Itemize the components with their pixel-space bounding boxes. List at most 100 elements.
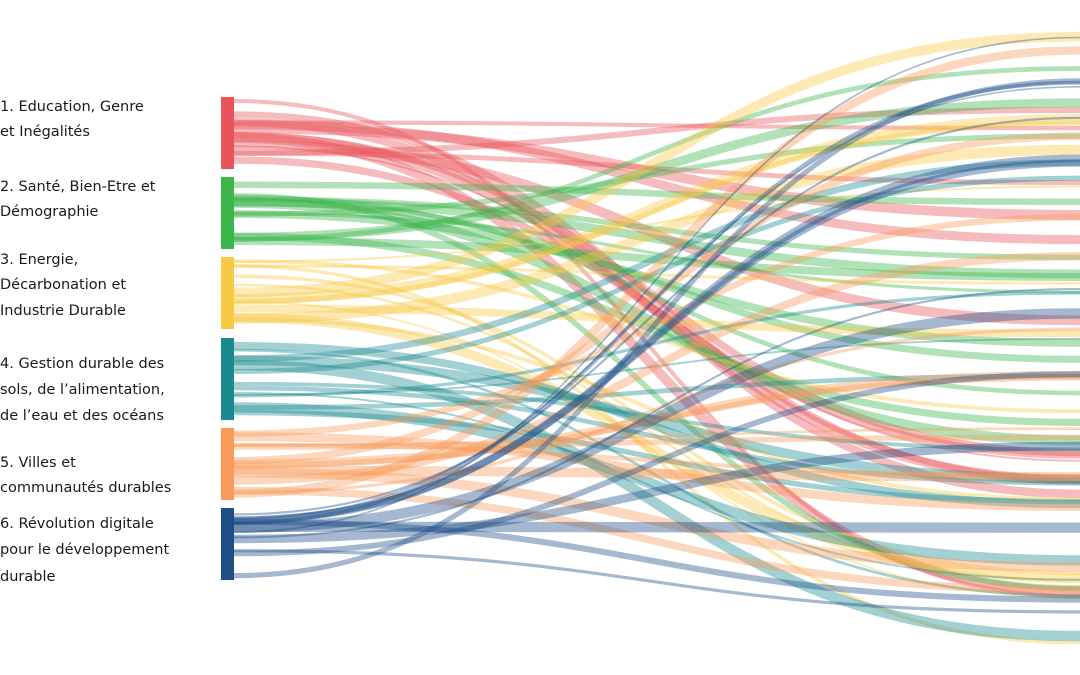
flow bbox=[233, 409, 1080, 505]
flow bbox=[233, 145, 1080, 462]
flow bbox=[233, 374, 1080, 469]
flow bbox=[233, 465, 1080, 482]
flow bbox=[233, 300, 1080, 599]
flow bbox=[233, 327, 1080, 495]
node-bar bbox=[221, 508, 234, 580]
flow bbox=[233, 144, 1080, 324]
flow bbox=[233, 237, 1080, 281]
flow bbox=[233, 348, 1080, 597]
flow bbox=[233, 46, 1080, 498]
flows bbox=[233, 31, 1080, 645]
flow bbox=[233, 308, 1080, 533]
flow bbox=[233, 133, 1080, 597]
flow bbox=[233, 518, 1080, 603]
flow bbox=[233, 304, 1080, 338]
node-label: Décarbonation et bbox=[0, 277, 126, 293]
flow bbox=[233, 287, 1080, 539]
node-label: sols, de l’alimentation, bbox=[0, 382, 165, 398]
node-bar bbox=[221, 428, 234, 500]
flow bbox=[233, 373, 1080, 410]
node-label: 4. Gestion durable des bbox=[0, 356, 164, 372]
node-bar bbox=[221, 338, 234, 420]
flow bbox=[233, 385, 1080, 486]
flow bbox=[233, 159, 1080, 362]
flow bbox=[233, 175, 1080, 375]
flow bbox=[233, 114, 1080, 304]
flow bbox=[233, 150, 1080, 186]
node-label: 1. Education, Genre bbox=[0, 99, 144, 115]
flow bbox=[233, 133, 1080, 217]
flow bbox=[233, 193, 1080, 591]
flow bbox=[233, 214, 1080, 437]
flow bbox=[233, 197, 1080, 279]
node-label: de l’eau et des océans bbox=[0, 408, 164, 424]
flow bbox=[233, 338, 1080, 396]
flow bbox=[233, 521, 1080, 533]
flow bbox=[233, 381, 1080, 452]
node-bar bbox=[221, 177, 234, 249]
flow bbox=[233, 120, 1080, 131]
flow bbox=[233, 106, 1080, 156]
nodes: 1. Education, Genre et Inégalités 2. Santé… bbox=[0, 97, 234, 585]
flow bbox=[233, 441, 1080, 544]
flow bbox=[233, 159, 1080, 524]
flow bbox=[233, 66, 1080, 242]
flow bbox=[233, 181, 1080, 206]
flow bbox=[233, 98, 1080, 599]
flow bbox=[233, 194, 1080, 396]
flow bbox=[233, 486, 1080, 594]
flow bbox=[233, 264, 1080, 285]
flow bbox=[233, 120, 1080, 305]
flow bbox=[233, 78, 1080, 579]
flow bbox=[233, 342, 1080, 509]
node-bar bbox=[221, 257, 234, 329]
flow bbox=[233, 212, 1080, 294]
flow bbox=[233, 86, 1080, 520]
flow bbox=[233, 259, 1080, 414]
flow bbox=[233, 264, 1080, 645]
flow bbox=[233, 36, 1080, 533]
node-label: 2. Santé, Bien-Etre et bbox=[0, 179, 156, 195]
flow bbox=[233, 283, 1080, 582]
flow bbox=[233, 274, 1080, 575]
flow bbox=[233, 117, 1080, 498]
flow bbox=[233, 210, 1080, 347]
flow bbox=[233, 196, 1080, 260]
flow bbox=[233, 198, 1080, 446]
flow bbox=[233, 120, 1080, 245]
flow bbox=[233, 442, 1080, 479]
flow bbox=[233, 111, 1080, 484]
node-bar bbox=[221, 97, 234, 169]
flow bbox=[233, 139, 1080, 326]
node-label: Industrie Durable bbox=[0, 303, 126, 319]
node-label: durable bbox=[0, 569, 55, 585]
flow bbox=[233, 98, 1080, 242]
flow bbox=[233, 154, 1080, 525]
flow bbox=[233, 232, 1080, 426]
node-label: Démographie bbox=[0, 204, 99, 220]
flow bbox=[233, 251, 1080, 485]
flow bbox=[233, 371, 1080, 557]
flow bbox=[233, 312, 1080, 584]
flow bbox=[233, 198, 1080, 363]
flow bbox=[233, 116, 1080, 516]
node-label: communautés durables bbox=[0, 480, 171, 496]
flow bbox=[233, 185, 1080, 263]
flow bbox=[233, 291, 1080, 398]
flow bbox=[233, 549, 1080, 614]
flow bbox=[233, 355, 1080, 484]
node-label: pour le développement bbox=[0, 542, 169, 558]
flow bbox=[233, 80, 1080, 525]
flow bbox=[233, 370, 1080, 468]
flow bbox=[233, 392, 1080, 581]
node-label: 5. Villes et bbox=[0, 455, 76, 471]
flow bbox=[233, 31, 1080, 298]
flow bbox=[233, 132, 1080, 457]
flow bbox=[233, 467, 1080, 572]
flow bbox=[233, 402, 1080, 566]
flow bbox=[233, 317, 1080, 502]
flow bbox=[233, 156, 1080, 459]
flow bbox=[233, 434, 1080, 450]
flow bbox=[233, 132, 1080, 485]
